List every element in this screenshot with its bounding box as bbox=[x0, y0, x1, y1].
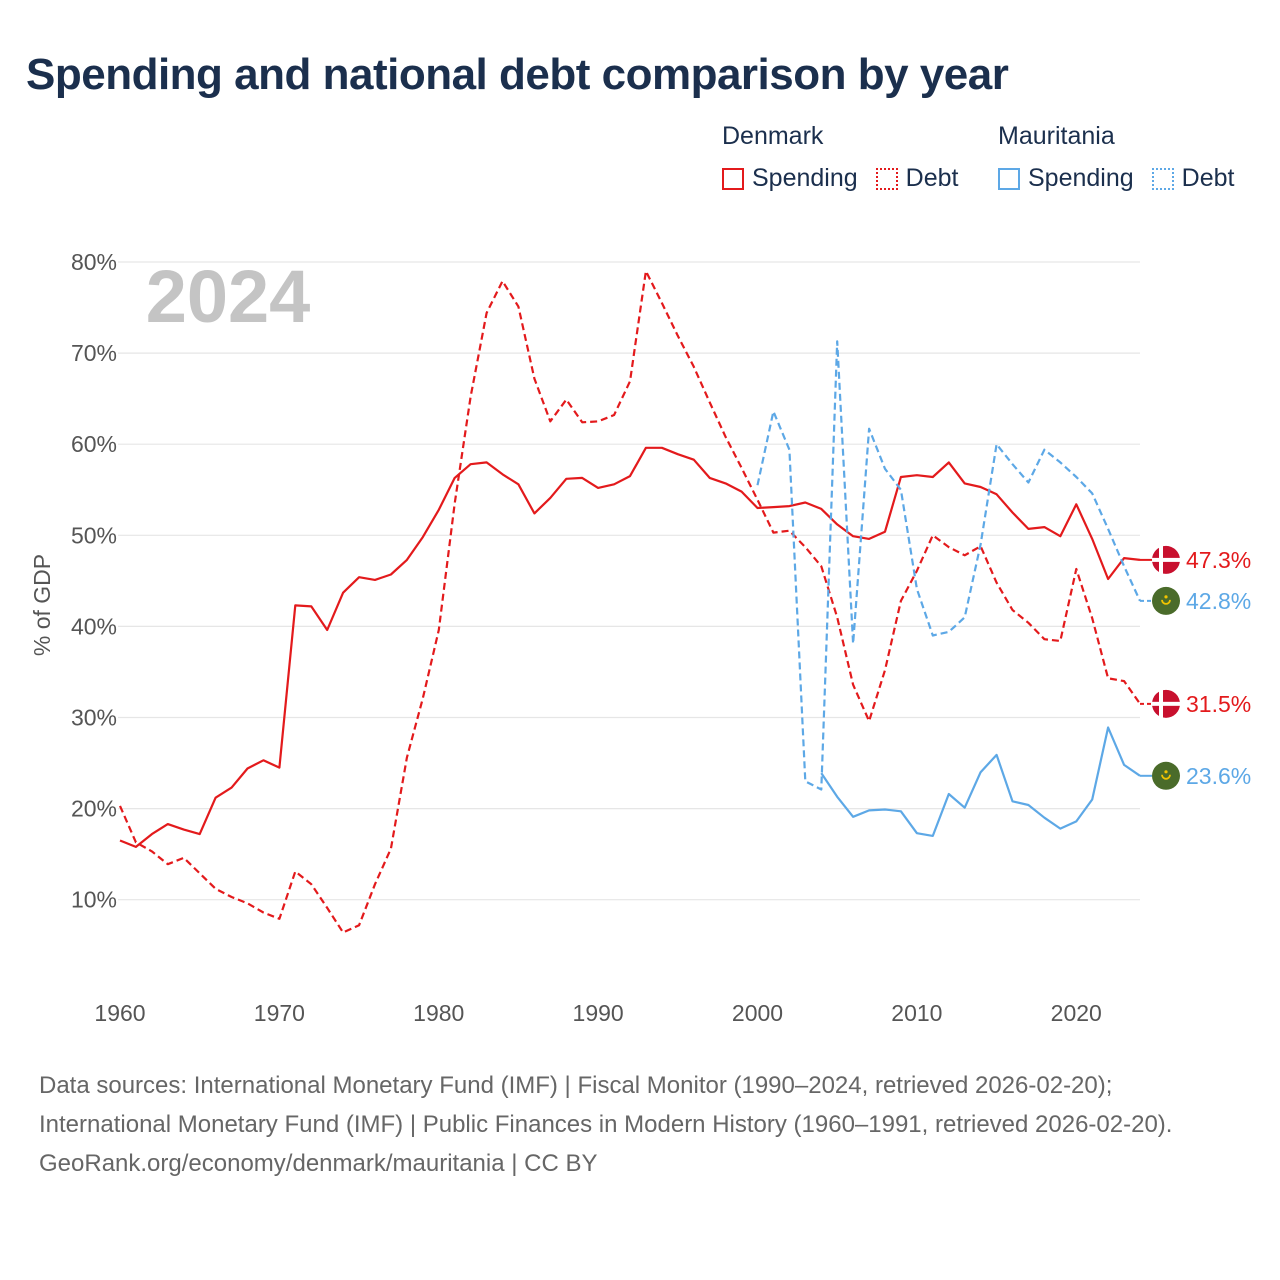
legend-item-denmark-spending[interactable]: Spending bbox=[722, 164, 858, 193]
x-tick-label: 2020 bbox=[1051, 1000, 1102, 1026]
line-chart: 2024 10%20%30%40%50%60%70%80% 1960 1970 19… bbox=[29, 249, 1251, 1026]
legend-item-denmark-debt[interactable]: Debt bbox=[875, 164, 959, 193]
legend-label: Debt bbox=[1181, 164, 1235, 192]
end-value-label: 42.8% bbox=[1186, 588, 1251, 614]
end-value-label: 23.6% bbox=[1186, 763, 1251, 789]
chart-title: Spending and national debt comparison by… bbox=[26, 50, 1009, 99]
y-tick-label: 40% bbox=[71, 613, 117, 639]
legend-swatch-solid-icon bbox=[998, 167, 1020, 190]
denmark-flag-icon bbox=[1152, 545, 1180, 574]
y-axis-ticks: 10% 20% 30% 40% 50% 60% 70% 80% bbox=[71, 249, 117, 913]
end-value-label: 31.5% bbox=[1186, 691, 1251, 717]
legend-item-mauritania-debt[interactable]: Debt bbox=[1151, 164, 1235, 193]
year-watermark: 2024 bbox=[146, 255, 311, 338]
footer: Data sources: International Monetary Fun… bbox=[39, 1066, 1239, 1183]
x-axis-ticks: 1960 1970 1980 1990 2000 2010 2020 bbox=[94, 1000, 1101, 1026]
end-labels: 47.3% 31.5% 23.6% 42.8% bbox=[1140, 545, 1251, 790]
mauritania-debt-line[interactable] bbox=[756, 340, 1141, 791]
legend-label: Debt bbox=[905, 164, 959, 192]
legend-country-denmark: Denmark bbox=[722, 122, 824, 150]
legend-group-mauritania: Mauritania Spending Debt bbox=[998, 122, 1234, 193]
x-tick-label: 2010 bbox=[891, 1000, 942, 1026]
legend-label: Spending bbox=[1028, 164, 1134, 192]
y-tick-label: 30% bbox=[71, 705, 117, 731]
y-tick-label: 50% bbox=[71, 522, 117, 548]
y-tick-label: 60% bbox=[71, 431, 117, 457]
mauritania-flag-icon bbox=[1152, 586, 1180, 615]
legend-swatch-dashed-icon bbox=[875, 167, 898, 190]
legend-label: Spending bbox=[752, 164, 858, 192]
denmark-flag-icon bbox=[1152, 689, 1180, 718]
mauritania-spending-line[interactable] bbox=[820, 726, 1141, 838]
legend-item-mauritania-spending[interactable]: Spending bbox=[998, 164, 1134, 193]
series-lines bbox=[118, 270, 1141, 934]
legend-country-mauritania: Mauritania bbox=[998, 122, 1115, 150]
x-tick-label: 2000 bbox=[732, 1000, 783, 1026]
y-tick-label: 10% bbox=[71, 887, 117, 913]
y-axis-label: % of GDP bbox=[29, 554, 55, 656]
data-sources: Data sources: International Monetary Fun… bbox=[39, 1072, 1173, 1138]
y-tick-label: 80% bbox=[71, 249, 117, 275]
denmark-debt-line[interactable] bbox=[118, 270, 1141, 934]
x-tick-label: 1960 bbox=[94, 1000, 145, 1026]
mauritania-flag-icon bbox=[1152, 761, 1180, 790]
x-tick-label: 1980 bbox=[413, 1000, 464, 1026]
legend-swatch-dashed-icon bbox=[1151, 167, 1174, 190]
legend-group-denmark: Denmark Spending Debt bbox=[722, 122, 976, 193]
y-tick-label: 70% bbox=[71, 340, 117, 366]
denmark-spending-line[interactable] bbox=[119, 446, 1141, 849]
end-value-label: 47.3% bbox=[1186, 547, 1251, 573]
y-tick-label: 20% bbox=[71, 796, 117, 822]
x-tick-label: 1970 bbox=[254, 1000, 305, 1026]
legend-swatch-solid-icon bbox=[722, 167, 744, 190]
gridlines bbox=[118, 261, 1140, 901]
x-tick-label: 1990 bbox=[573, 1000, 624, 1026]
credit-link[interactable]: GeoRank.org/economy/denmark/mauritania |… bbox=[39, 1150, 598, 1177]
